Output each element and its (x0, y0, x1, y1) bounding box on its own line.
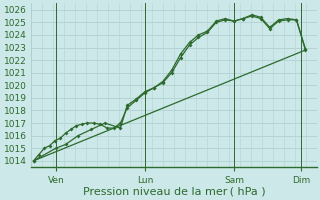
X-axis label: Pression niveau de la mer ( hPa ): Pression niveau de la mer ( hPa ) (83, 187, 265, 197)
